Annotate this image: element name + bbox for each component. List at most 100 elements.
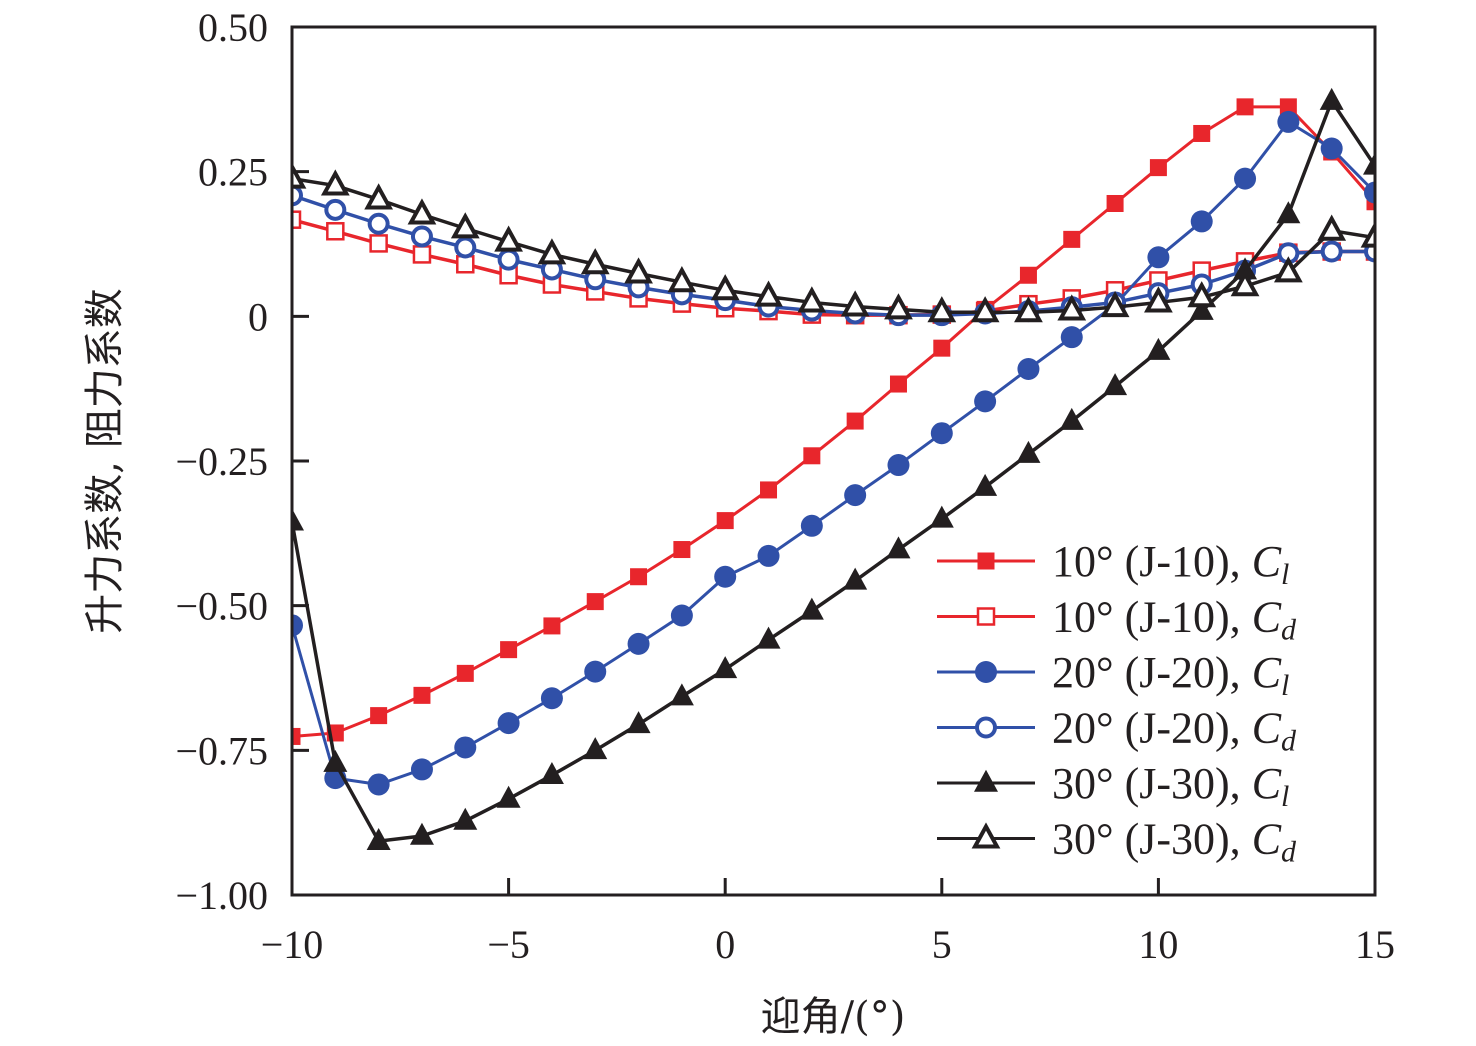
series-5 <box>292 87 1375 850</box>
data-point <box>800 514 823 537</box>
legend-label: 30° (J-30), Cd <box>1052 815 1297 869</box>
data-point <box>1190 210 1213 233</box>
data-point <box>584 660 607 683</box>
data-point <box>1193 124 1211 142</box>
data-point <box>840 290 870 317</box>
data-point <box>370 707 388 725</box>
data-point <box>412 245 432 264</box>
data-point <box>292 508 304 531</box>
data-point <box>494 225 523 252</box>
x-tick-label: −10 <box>261 922 324 967</box>
ticks-layer: 0.50 0.25 0 −0.25 −0.50 −0.75 −1.00−10 −5 0 5 10 15 <box>175 5 1395 967</box>
data-point <box>756 626 781 649</box>
data-point <box>1320 240 1343 263</box>
data-point <box>799 597 824 620</box>
data-point <box>630 568 648 586</box>
data-point <box>889 375 907 393</box>
data-point <box>580 248 610 275</box>
data-point <box>970 296 1000 323</box>
data-point <box>713 656 738 679</box>
data-point <box>1147 246 1170 269</box>
data-point <box>456 664 474 682</box>
data-point <box>1319 87 1344 110</box>
data-point <box>754 280 783 307</box>
y-tick-label: −1.00 <box>175 873 268 918</box>
data-point <box>626 711 651 734</box>
data-point <box>500 641 518 659</box>
data-point <box>1187 281 1217 308</box>
data-point <box>710 274 740 301</box>
data-point <box>364 183 394 210</box>
data-point <box>669 683 694 706</box>
data-point <box>292 614 303 637</box>
data-point <box>583 737 608 760</box>
data-point <box>1277 110 1300 133</box>
series-1 <box>292 98 1375 745</box>
y-tick-label: 0.25 <box>198 150 268 195</box>
y-axis-title: 升力系数, 阻力系数 <box>82 288 128 633</box>
legend-marker-icon <box>974 769 998 792</box>
data-point <box>456 255 475 274</box>
data-point <box>1014 296 1043 323</box>
data-point <box>1106 194 1124 212</box>
y-tick-label: 0.50 <box>198 5 268 50</box>
data-point <box>496 785 521 808</box>
legend-marker-icon <box>975 716 997 739</box>
data-point <box>497 248 520 271</box>
data-point <box>844 484 867 507</box>
data-point <box>586 593 604 611</box>
data-point <box>367 773 390 796</box>
data-point <box>1233 257 1258 280</box>
data-point <box>292 210 302 229</box>
y-tick-label: −0.25 <box>175 439 268 484</box>
data-point <box>716 512 734 530</box>
legend-label: 20° (J-20), Cd <box>1052 704 1297 758</box>
y-tick-label: −0.50 <box>175 584 268 629</box>
data-point <box>450 212 480 239</box>
data-point <box>454 736 477 759</box>
data-point <box>410 758 433 781</box>
data-point <box>1236 98 1254 116</box>
data-point <box>670 604 693 627</box>
legend-marker-icon <box>976 607 996 626</box>
data-point <box>1317 214 1347 241</box>
data-point <box>1016 440 1041 463</box>
legend-label: 10° (J-10), Cd <box>1052 593 1297 647</box>
x-axis-title: 迎角/(°) <box>761 994 906 1040</box>
legend-item: 10° (J-10), Cd <box>937 593 1297 647</box>
data-point <box>540 687 563 710</box>
legend-item: 30° (J-30), Cd <box>937 815 1297 869</box>
data-point <box>973 473 998 496</box>
data-point <box>667 266 697 293</box>
x-tick-label: 0 <box>715 922 735 967</box>
legend-label: 30° (J-30), Cl <box>1052 759 1289 813</box>
data-point <box>326 222 345 241</box>
data-point <box>846 412 864 430</box>
data-point <box>757 544 780 567</box>
data-point <box>843 567 868 590</box>
data-point <box>413 686 431 704</box>
legend-item: 10° (J-10), Cl <box>937 537 1289 591</box>
data-point <box>1060 326 1083 349</box>
x-tick-label: 15 <box>1355 922 1395 967</box>
data-point <box>1063 230 1081 248</box>
data-point <box>1360 221 1375 248</box>
data-point <box>1320 137 1343 160</box>
data-point <box>409 822 434 845</box>
series-6 <box>292 162 1375 323</box>
data-point <box>1273 256 1303 283</box>
data-point <box>887 454 910 477</box>
data-point <box>1059 407 1084 430</box>
data-point <box>407 198 437 225</box>
data-point <box>884 293 913 320</box>
series-line <box>292 105 1375 738</box>
legend-marker-icon <box>971 822 1001 849</box>
data-point <box>320 169 350 196</box>
data-point <box>929 505 954 528</box>
legend-label: 10° (J-10), Cl <box>1052 537 1289 591</box>
data-point <box>760 481 778 499</box>
data-point <box>1149 159 1167 177</box>
series-layer <box>292 87 1375 850</box>
data-point <box>324 198 347 221</box>
